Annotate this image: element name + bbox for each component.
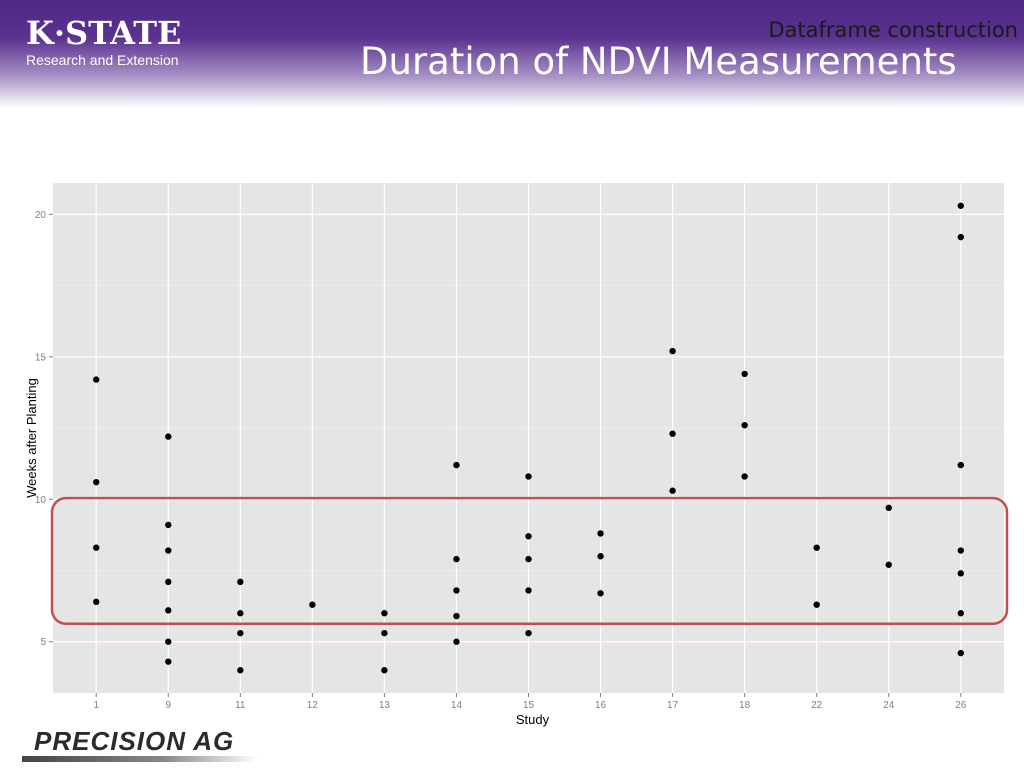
data-point — [813, 601, 820, 608]
data-point — [453, 612, 460, 620]
data-point — [525, 587, 532, 594]
x-tick-label: 16 — [595, 700, 607, 711]
data-point — [669, 430, 676, 437]
data-point — [741, 370, 748, 378]
data-point — [93, 478, 100, 486]
data-point — [669, 487, 676, 494]
data-point — [165, 578, 172, 586]
data-point — [309, 601, 316, 608]
y-tick-label: 5 — [40, 637, 46, 648]
data-point — [237, 667, 244, 674]
data-point — [885, 561, 892, 568]
precision-ag-logo-bar — [22, 756, 258, 762]
data-point — [957, 233, 964, 241]
data-point — [93, 544, 100, 551]
data-point — [165, 547, 172, 554]
data-point — [453, 555, 460, 563]
data-point — [957, 547, 964, 554]
x-tick-label: 15 — [523, 700, 535, 711]
data-point — [813, 544, 820, 551]
data-point — [885, 504, 892, 512]
data-point — [381, 667, 388, 674]
data-point — [669, 347, 676, 355]
data-point — [525, 533, 532, 540]
x-tick-label: 26 — [955, 700, 967, 711]
y-axis-title: Weeks after Planting — [24, 378, 39, 498]
header-banner — [0, 0, 1024, 108]
data-point — [453, 638, 460, 645]
x-tick-label: 14 — [451, 700, 463, 711]
data-point — [453, 461, 460, 469]
y-tick-label: 20 — [35, 210, 47, 221]
data-point — [381, 629, 388, 637]
x-tick-label: 9 — [165, 700, 171, 711]
data-point — [165, 433, 172, 440]
data-point — [957, 461, 964, 469]
x-tick-label: 17 — [667, 700, 679, 711]
data-point — [237, 610, 244, 617]
data-point — [165, 658, 172, 665]
precision-ag-logo-text: PRECISION AG — [34, 726, 235, 756]
data-point — [741, 473, 748, 480]
data-point — [597, 530, 604, 537]
data-point — [237, 629, 244, 637]
x-tick-label: 1 — [93, 700, 99, 711]
data-point — [957, 202, 964, 209]
section-label: Dataframe construction — [768, 18, 1018, 42]
data-point — [165, 607, 172, 614]
data-point — [957, 610, 964, 617]
x-tick-label: 13 — [379, 700, 391, 711]
kstate-logo: K·STATE — [26, 14, 182, 52]
precision-ag-logo: PRECISION AG — [22, 726, 258, 766]
y-tick-label: 10 — [35, 495, 47, 506]
data-point — [453, 587, 460, 594]
y-tick-label: 15 — [35, 352, 47, 363]
data-point — [381, 610, 388, 617]
x-tick-label: 11 — [235, 700, 246, 711]
data-point — [525, 473, 532, 480]
data-point — [525, 555, 532, 563]
data-point — [957, 570, 964, 577]
x-tick-label: 12 — [307, 700, 319, 711]
data-point — [597, 590, 604, 597]
data-point — [597, 553, 604, 560]
data-point — [741, 421, 748, 429]
kstate-logo-subtitle: Research and Extension — [26, 52, 179, 68]
data-point — [93, 598, 100, 606]
x-tick-label: 24 — [883, 700, 895, 711]
x-axis-title: Study — [516, 712, 550, 727]
data-point — [525, 629, 532, 637]
data-point — [237, 578, 244, 586]
slide-title: Duration of NDVI Measurements — [360, 40, 957, 83]
data-point — [165, 521, 172, 529]
data-point — [93, 376, 100, 383]
highlight-box — [50, 496, 1009, 626]
x-tick-label: 18 — [739, 700, 751, 711]
data-point — [957, 649, 964, 657]
data-point — [165, 638, 172, 645]
x-tick-label: 22 — [811, 700, 823, 711]
